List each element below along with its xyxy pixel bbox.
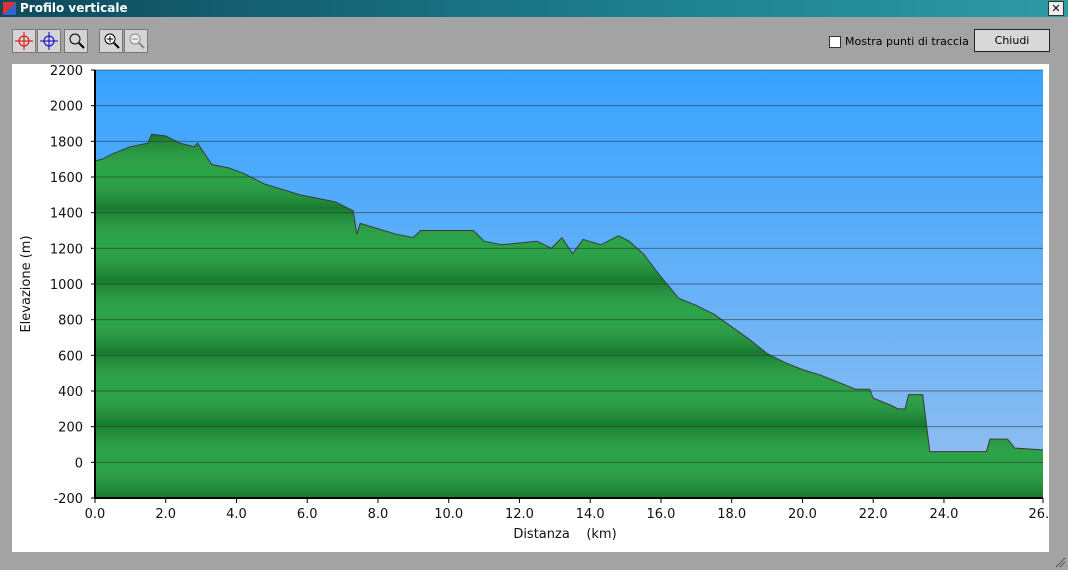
y-tick-label: 600 xyxy=(58,349,83,364)
close-window[interactable]: ✕ xyxy=(1048,1,1064,16)
x-tick-label: 24.0 xyxy=(929,507,958,522)
y-tick-label: 1000 xyxy=(50,278,83,293)
area-shading xyxy=(95,134,1043,498)
x-tick-label: 2.0 xyxy=(155,507,176,522)
x-tick-label: 4.0 xyxy=(226,507,247,522)
y-tick-label: 400 xyxy=(58,385,83,400)
tool-zoom-in[interactable] xyxy=(99,29,123,53)
close-button[interactable]: Chiudi xyxy=(974,29,1050,52)
checkbox-label: Mostra punti di traccia xyxy=(845,35,969,48)
y-tick-label: -200 xyxy=(53,492,83,507)
y-tick-label: 0 xyxy=(75,456,83,471)
tool-zoom-out[interactable] xyxy=(124,29,148,53)
y-tick-label: 800 xyxy=(58,314,83,329)
x-tick-label: 26.8 xyxy=(1029,507,1049,522)
x-tick-label: 14.0 xyxy=(576,507,605,522)
x-tick-label: 12.0 xyxy=(505,507,534,522)
checkbox[interactable] xyxy=(829,36,841,48)
x-tick-label: 0.0 xyxy=(85,507,106,522)
x-tick-label: 8.0 xyxy=(368,507,389,522)
area-line xyxy=(94,133,1044,453)
y-tick-label: 200 xyxy=(58,421,83,436)
y-axis-label: Elevazione (m) xyxy=(19,235,34,332)
x-tick-label: 20.0 xyxy=(788,507,817,522)
app-icon xyxy=(3,2,16,15)
resize-grip[interactable] xyxy=(1054,556,1066,568)
y-tick-label: 1600 xyxy=(50,171,83,186)
x-tick-label: 22.0 xyxy=(859,507,888,522)
x-tick-label: 18.0 xyxy=(717,507,746,522)
y-tick-label: 1800 xyxy=(50,135,83,150)
y-tick-label: 1200 xyxy=(50,242,83,257)
tool-zoom-area[interactable] xyxy=(64,29,88,53)
x-axis-label: Distanza (km) xyxy=(513,527,616,542)
chart-panel: Elevazione (m) Distanza (km) -200 0 200 400… xyxy=(12,64,1057,552)
y-tick-label: 2000 xyxy=(50,100,83,115)
x-tick-label: 6.0 xyxy=(297,507,318,522)
x-tick-label: 10.0 xyxy=(434,507,463,522)
chart: Elevazione (m) Distanza (km) -200 0 200 400… xyxy=(19,64,1057,542)
window-title: Profilo verticale xyxy=(20,1,128,15)
tool-red[interactable] xyxy=(12,29,36,53)
y-tick-label: 2200 xyxy=(50,64,83,79)
title-bar: Profilo verticale ✕ xyxy=(0,0,1068,17)
tool-blue[interactable] xyxy=(37,29,61,53)
x-tick-label: 16.0 xyxy=(646,507,675,522)
y-tick-label: 1400 xyxy=(50,207,83,222)
